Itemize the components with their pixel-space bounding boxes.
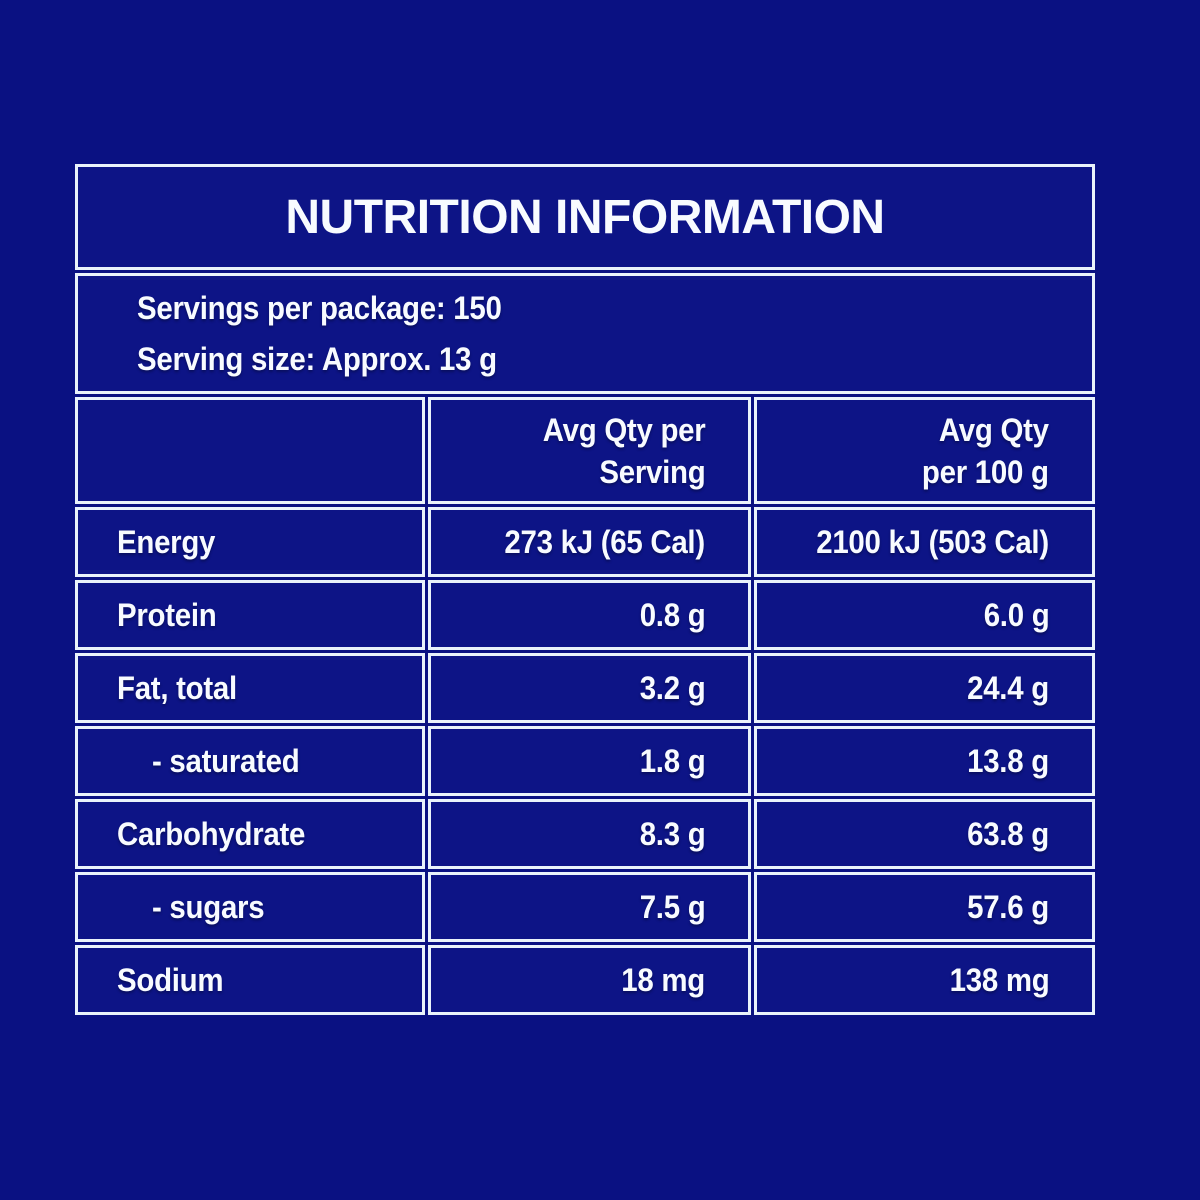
serving-info-cell: Servings per package: 150 Serving size: …: [75, 273, 1095, 394]
table-row-sodium: Sodium 18 mg 138 mg: [75, 945, 1095, 1015]
per-serving-value: 8.3 g: [639, 815, 706, 852]
table-row-sugars: - sugars 7.5 g 57.6 g: [75, 872, 1095, 942]
nutrient-label-cell: Carbohydrate: [75, 799, 425, 869]
header-per-serving-line1: Avg Qty per: [542, 411, 706, 448]
per-100g-value: 138 mg: [949, 961, 1049, 998]
nutrient-label: Protein: [117, 596, 217, 633]
header-avg-qty-per-100g: Avg Qty per 100 g: [754, 397, 1095, 504]
per-serving-value: 1.8 g: [639, 742, 706, 779]
per-serving-value-cell: 1.8 g: [427, 726, 752, 796]
header-per-100g-line1: Avg Qty: [939, 411, 1049, 448]
per-100g-value: 6.0 g: [983, 596, 1049, 633]
table-row-saturated-fat: - saturated 1.8 g 13.8 g: [75, 726, 1095, 796]
page-title: NUTRITION INFORMATION: [285, 190, 885, 244]
per-serving-value-cell: 0.8 g: [427, 580, 752, 650]
column-header-row: Avg Qty per Serving Avg Qty per 100 g: [75, 397, 1095, 504]
servings-per-package-text: Servings per package: 150: [137, 289, 502, 326]
per-serving-value-cell: 3.2 g: [427, 653, 752, 723]
title-cell: NUTRITION INFORMATION: [75, 164, 1095, 270]
per-serving-value-cell: 18 mg: [427, 945, 752, 1015]
nutrient-label: Fat, total: [117, 669, 237, 706]
nutrition-information-table: NUTRITION INFORMATION Servings per packa…: [72, 161, 1098, 1018]
per-serving-value: 3.2 g: [639, 669, 706, 706]
per-100g-value-cell: 13.8 g: [754, 726, 1095, 796]
table-row-energy: Energy 273 kJ (65 Cal) 2100 kJ (503 Cal): [75, 507, 1095, 577]
nutrient-label: Sodium: [117, 961, 224, 998]
title-row: NUTRITION INFORMATION: [75, 164, 1095, 270]
nutrient-label: Carbohydrate: [117, 815, 306, 852]
nutrient-label-cell: - sugars: [75, 872, 425, 942]
per-100g-value: 2100 kJ (503 Cal): [816, 523, 1049, 560]
table-row-protein: Protein 0.8 g 6.0 g: [75, 580, 1095, 650]
per-100g-value-cell: 57.6 g: [754, 872, 1095, 942]
per-serving-value-cell: 8.3 g: [427, 799, 752, 869]
nutrient-label-cell: Protein: [75, 580, 425, 650]
header-per-serving-line2: Serving: [599, 453, 706, 490]
per-100g-value-cell: 63.8 g: [754, 799, 1095, 869]
nutrient-label-cell: Fat, total: [75, 653, 425, 723]
per-100g-value-cell: 6.0 g: [754, 580, 1095, 650]
nutrient-label-cell: Sodium: [75, 945, 425, 1015]
header-avg-qty-per-serving: Avg Qty per Serving: [427, 397, 752, 504]
per-100g-value-cell: 24.4 g: [754, 653, 1095, 723]
per-serving-value-cell: 273 kJ (65 Cal): [427, 507, 752, 577]
serving-size-text: Serving size: Approx. 13 g: [137, 340, 497, 377]
per-100g-value-cell: 2100 kJ (503 Cal): [754, 507, 1095, 577]
per-serving-value-cell: 7.5 g: [427, 872, 752, 942]
per-serving-value: 18 mg: [621, 961, 706, 998]
header-per-100g-line2: per 100 g: [922, 453, 1049, 490]
nutrient-label-cell: - saturated: [75, 726, 425, 796]
table-row-carbohydrate: Carbohydrate 8.3 g 63.8 g: [75, 799, 1095, 869]
per-100g-value: 57.6 g: [967, 888, 1049, 925]
header-blank-cell: [75, 397, 425, 504]
nutrient-label: - saturated: [152, 742, 300, 779]
per-100g-value: 63.8 g: [967, 815, 1049, 852]
per-100g-value: 13.8 g: [967, 742, 1049, 779]
per-serving-value: 0.8 g: [639, 596, 706, 633]
serving-info-row: Servings per package: 150 Serving size: …: [75, 273, 1095, 394]
per-serving-value: 273 kJ (65 Cal): [504, 523, 706, 560]
per-100g-value: 24.4 g: [967, 669, 1049, 706]
nutrient-label: Energy: [117, 523, 216, 560]
nutrient-label: - sugars: [152, 888, 265, 925]
per-serving-value: 7.5 g: [639, 888, 706, 925]
nutrient-label-cell: Energy: [75, 507, 425, 577]
per-100g-value-cell: 138 mg: [754, 945, 1095, 1015]
table-row-fat-total: Fat, total 3.2 g 24.4 g: [75, 653, 1095, 723]
